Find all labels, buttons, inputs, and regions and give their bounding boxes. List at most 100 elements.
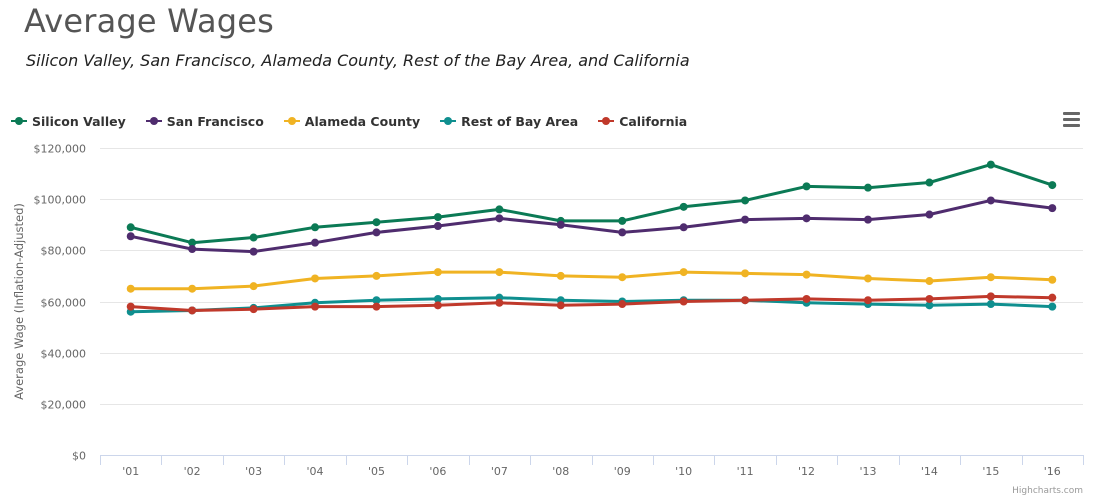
legend-symbol-icon (598, 117, 615, 125)
data-point (925, 210, 934, 219)
legend-symbol-icon (283, 117, 300, 125)
data-point (311, 274, 320, 283)
chart-subtitle: Silicon Valley, San Francisco, Alameda C… (26, 51, 690, 70)
data-point (372, 302, 381, 311)
series-line (129, 163, 1054, 245)
data-point (741, 215, 750, 224)
data-point (495, 298, 504, 307)
data-point (1048, 293, 1057, 302)
credits-link[interactable]: Highcharts.com (1012, 486, 1083, 496)
data-point (1048, 204, 1057, 213)
x-tick-label: '14 (921, 465, 938, 478)
data-point (986, 160, 995, 169)
data-point (679, 297, 688, 306)
data-point (495, 214, 504, 223)
x-tick-label: '16 (1044, 465, 1061, 478)
legend-label: San Francisco (166, 113, 264, 129)
data-point (433, 213, 442, 222)
legend-label: California (619, 113, 688, 129)
data-point (618, 273, 627, 282)
data-point (925, 277, 934, 286)
x-tick-label: '06 (429, 465, 446, 478)
data-point (433, 301, 442, 310)
y-tick-label: $40,000 (41, 348, 87, 361)
x-tick-label: '05 (368, 465, 385, 478)
data-point (372, 296, 381, 305)
hamburger-menu-icon[interactable] (1060, 109, 1084, 129)
data-point (618, 216, 627, 225)
data-point (372, 228, 381, 237)
data-point (679, 268, 688, 277)
data-point (188, 238, 197, 247)
data-point (986, 292, 995, 301)
y-tick-label: $100,000 (34, 194, 87, 207)
y-axis-title: Average Wage (Inflation-Adjusted) (12, 203, 26, 400)
legend-label: Alameda County (304, 113, 421, 129)
data-point (802, 294, 811, 303)
legend-item[interactable]: Rest of Bay Area (439, 113, 578, 129)
chart-title: Average Wages (24, 2, 275, 40)
data-point (556, 220, 565, 229)
x-tick-label: '08 (552, 465, 569, 478)
data-point (1048, 181, 1057, 190)
data-point (311, 238, 320, 247)
legend-item[interactable]: California (597, 113, 687, 129)
data-point (863, 274, 872, 283)
data-point (126, 284, 135, 293)
data-point (1048, 275, 1057, 284)
legend-item[interactable]: Alameda County (283, 113, 420, 129)
data-point (249, 233, 258, 242)
data-point (925, 301, 934, 310)
series-line (129, 198, 1054, 254)
data-point (679, 202, 688, 211)
data-point (433, 294, 442, 303)
data-point (126, 232, 135, 241)
y-tick-label: $120,000 (34, 143, 87, 156)
data-point (556, 301, 565, 310)
data-point (126, 223, 135, 232)
data-point (556, 271, 565, 280)
data-point (802, 182, 811, 191)
data-point (802, 270, 811, 279)
legend-item[interactable]: San Francisco (145, 113, 264, 129)
legend: Silicon Valley San Francisco Alameda Count… (10, 113, 706, 129)
data-point (925, 294, 934, 303)
legend-symbol-icon (11, 117, 27, 125)
y-tick-label: $20,000 (41, 399, 87, 412)
data-point (495, 205, 504, 214)
legend-item[interactable]: Silicon Valley (10, 113, 126, 129)
x-tick-label: '02 (184, 465, 201, 478)
x-tick-label: '10 (675, 465, 692, 478)
x-tick-label: '12 (798, 465, 815, 478)
data-point (802, 214, 811, 223)
data-point (741, 269, 750, 278)
y-tick-label: $80,000 (41, 245, 87, 258)
data-point (249, 247, 258, 256)
data-point (618, 300, 627, 309)
legend-symbol-icon (440, 117, 457, 125)
y-tick-label: $60,000 (41, 297, 87, 310)
legend-symbol-icon (145, 117, 162, 125)
legend-label: Silicon Valley (32, 113, 126, 129)
x-tick-label: '09 (614, 465, 631, 478)
data-point (863, 296, 872, 305)
data-point (126, 302, 135, 311)
x-tick-label: '04 (307, 465, 324, 478)
x-tick-label: '01 (122, 465, 139, 478)
data-point (741, 196, 750, 205)
data-point (311, 223, 320, 232)
data-point (679, 223, 688, 232)
data-point (618, 228, 627, 237)
x-tick-label: '11 (737, 465, 754, 478)
x-tick-label: '15 (982, 465, 999, 478)
y-tick-label: $0 (72, 450, 86, 463)
data-point (249, 282, 258, 291)
data-point (433, 268, 442, 277)
data-point (249, 305, 258, 314)
data-point (433, 222, 442, 231)
data-point (1048, 302, 1057, 311)
data-point (925, 178, 934, 187)
series-line (129, 270, 1054, 291)
x-tick-label: '07 (491, 465, 508, 478)
